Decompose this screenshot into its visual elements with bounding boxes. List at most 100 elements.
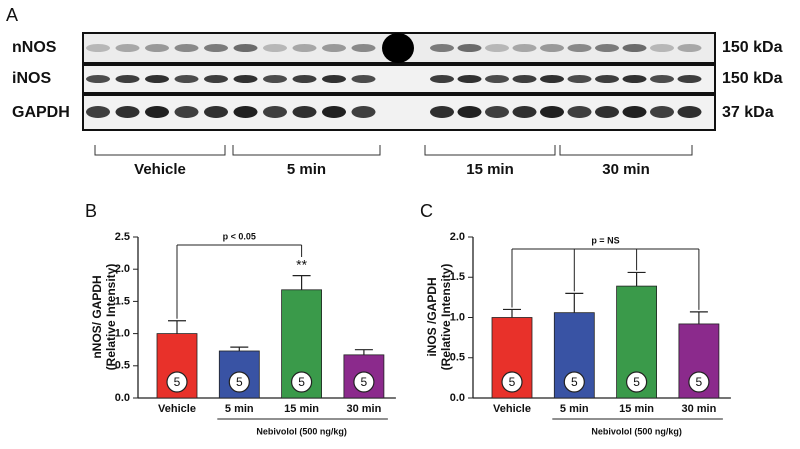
- blot-band: [650, 44, 674, 52]
- blot-band: [595, 106, 619, 118]
- blot-name: iNOS: [12, 70, 51, 87]
- blot-band: [540, 44, 564, 52]
- blot-band: [430, 106, 454, 118]
- panel-label: A: [6, 5, 18, 25]
- blot-name: nNOS: [12, 39, 57, 56]
- blot-band: [485, 75, 509, 83]
- blot-band: [485, 106, 509, 118]
- blot-band: [650, 106, 674, 118]
- blot-size: 150 kDa: [722, 39, 783, 56]
- n-label: 5: [509, 375, 516, 389]
- group-label: Nebivolol (500 ng/kg): [256, 426, 347, 436]
- blot-band: [233, 44, 258, 52]
- panel-label: C: [420, 201, 433, 221]
- blot-band: [292, 106, 317, 118]
- n-label: 5: [571, 375, 578, 389]
- blot-artifact: [382, 33, 414, 63]
- n-circle: [625, 371, 648, 393]
- annotation: p < 0.05: [223, 231, 256, 241]
- annotation: p = NS: [591, 235, 619, 245]
- n-circle: [291, 371, 313, 393]
- blot-band: [457, 106, 482, 118]
- x-tick-label: Vehicle: [493, 403, 531, 415]
- group-label: Vehicle: [134, 161, 186, 178]
- blot-band: [512, 106, 537, 118]
- x-tick-label: 15 min: [284, 403, 319, 415]
- blot-band: [263, 44, 287, 52]
- y-tick-label: 1.0: [450, 311, 465, 323]
- y-tick-label: 1.0: [115, 328, 130, 340]
- n-label: 5: [633, 375, 640, 389]
- group-label: Nebivolol (500 ng/kg): [591, 426, 682, 436]
- blot-band: [622, 75, 647, 83]
- blot-band: [622, 106, 647, 118]
- blot-band: [174, 106, 199, 118]
- blot-band: [540, 106, 564, 118]
- panel-label: B: [85, 201, 97, 221]
- blot-band: [204, 44, 228, 52]
- blot-band: [145, 44, 169, 52]
- blot-band: [115, 106, 140, 118]
- blot-band: [86, 44, 110, 52]
- y-tick-label: 0.5: [115, 360, 130, 372]
- group-label: 30 min: [602, 161, 650, 178]
- blot-band: [512, 44, 537, 52]
- blot-band: [263, 75, 287, 83]
- n-circle: [166, 371, 188, 393]
- n-circle: [501, 371, 523, 393]
- group-bracket: [94, 145, 226, 156]
- blot-band: [595, 44, 619, 52]
- blot-band: [595, 75, 619, 83]
- blot-band: [322, 75, 346, 83]
- blot-band: [430, 75, 454, 83]
- group-label: 15 min: [466, 161, 514, 178]
- blot-band: [115, 75, 140, 83]
- blot-band: [322, 44, 346, 52]
- blot-band: [677, 106, 702, 118]
- western-blot: [82, 32, 716, 131]
- blot-band: [263, 106, 287, 118]
- y-tick-label: 0.0: [115, 392, 130, 404]
- blot-band: [174, 44, 199, 52]
- y-tick-label: 0.0: [450, 392, 465, 404]
- blot-band: [145, 106, 169, 118]
- blot-band: [430, 44, 454, 52]
- y-axis-label: (Relative Intensity): [439, 264, 453, 371]
- blot-band: [622, 44, 647, 52]
- blot-band: [677, 44, 702, 52]
- blot-band: [115, 44, 140, 52]
- group-label: 5 min: [287, 161, 326, 178]
- blot-band: [567, 106, 592, 118]
- n-circle: [353, 371, 375, 393]
- blot-band: [567, 75, 592, 83]
- x-tick-label: 5 min: [560, 403, 589, 415]
- n-label: 5: [696, 375, 703, 389]
- n-circle: [688, 371, 710, 393]
- blot-band: [204, 75, 228, 83]
- y-tick-label: 0.5: [450, 352, 465, 364]
- x-tick-label: 30 min: [346, 403, 381, 415]
- y-tick-label: 2.0: [450, 231, 465, 243]
- y-tick-label: 1.5: [450, 271, 465, 283]
- blot-band: [351, 44, 376, 52]
- blot-band: [322, 106, 346, 118]
- x-tick-label: 30 min: [681, 403, 716, 415]
- y-tick-label: 2.5: [115, 231, 130, 243]
- blot-size: 150 kDa: [722, 70, 783, 87]
- group-bracket: [232, 145, 381, 156]
- blot-band: [351, 106, 376, 118]
- y-tick-label: 1.5: [115, 295, 130, 307]
- blot-band: [457, 75, 482, 83]
- blot-band: [233, 75, 258, 83]
- x-tick-label: 5 min: [225, 403, 254, 415]
- blot-size: 37 kDa: [722, 104, 774, 121]
- blot-band: [86, 75, 110, 83]
- blot-band: [485, 44, 509, 52]
- blot-band: [174, 75, 199, 83]
- x-tick-label: Vehicle: [158, 403, 196, 415]
- blot-band: [540, 75, 564, 83]
- blot-band: [292, 75, 317, 83]
- n-label: 5: [361, 375, 368, 389]
- blot-band: [351, 75, 376, 83]
